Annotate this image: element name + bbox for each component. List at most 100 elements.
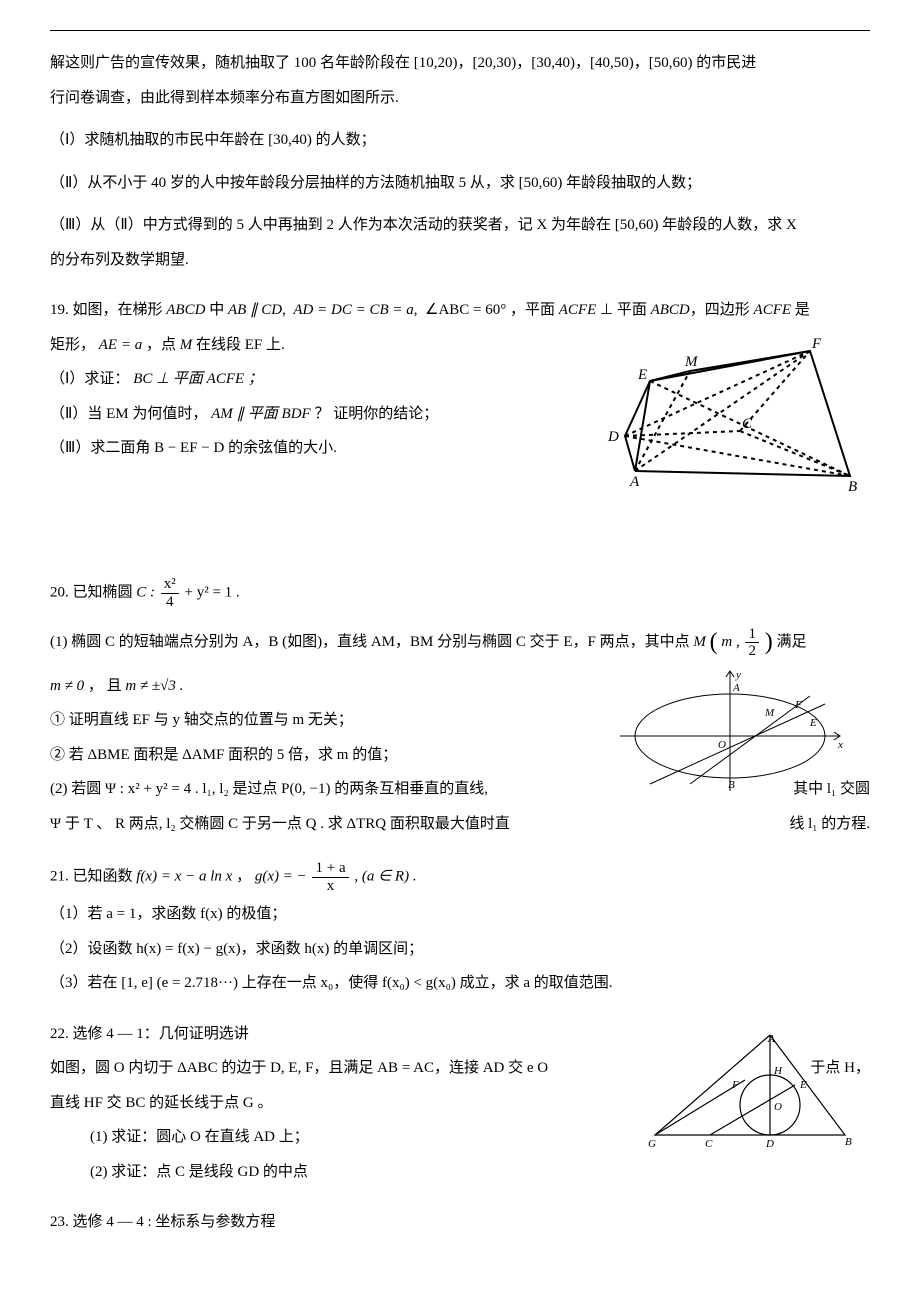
text: 解这则广告的宣传效果，随机抽取了 100 名年龄阶段在 [50, 55, 410, 71]
lblC: C [705, 1138, 713, 1150]
cd: CD [261, 302, 282, 318]
text: （Ⅰ）求证： [50, 371, 129, 387]
text: ，点 [146, 337, 180, 353]
top-rule [50, 30, 870, 31]
comma: ， [236, 869, 255, 885]
right: 线 l₁ 的方程. [789, 810, 870, 839]
lblA: A [629, 474, 640, 490]
text: ， 且 [88, 678, 126, 694]
paren2: ) [765, 629, 773, 655]
q20-p1: (1) 椭圆 C 的短轴端点分别为 A，B (如图)，直线 AM，BM 分别与椭… [50, 620, 870, 666]
q21-p2: （2）设函数 h(x) = f(x) − g(x)，求函数 h(x) 的单调区间… [50, 935, 870, 964]
q22-block: 22. 选修 4 — 1：几何证明选讲 如图，圆 O 内切于 ΔABC 的边于 … [50, 1020, 870, 1187]
p1b: BC ⊥ 平面 ACFE ； [133, 371, 263, 387]
q19-stem-line1: 19. 如图，在梯形 ABCD 中 AB ∥ CD, AD = DC = CB … [50, 296, 870, 325]
den: x [312, 878, 348, 895]
l1a: 如图，圆 O 内切于 ΔABC 的边于 D, E, F，且满足 AB = AC，… [50, 1054, 548, 1083]
lblF: F [811, 336, 822, 352]
lblD: D [607, 429, 619, 445]
text: (1) 椭圆 C 的短轴端点分别为 A，B (如图)，直线 AM，BM 分别与椭… [50, 634, 693, 650]
lblM: M [764, 707, 775, 719]
q19-figure: A B C D E F M [600, 336, 860, 496]
f: f(x) = x − a ln x [136, 869, 232, 885]
lblA: A [767, 1033, 775, 1045]
lblE: E [799, 1079, 807, 1091]
q21-block: 21. 已知函数 f(x) = x − a ln x ， g(x) = − 1 … [50, 860, 870, 998]
c1: m ≠ 0 [50, 678, 84, 694]
text: 满足 [776, 634, 806, 650]
intervals: [10,20)，[20,30)，[30,40)，[40,50)，[50,60) [414, 55, 693, 71]
text: 19. 如图，在梯形 [50, 302, 166, 318]
intro-part3b: 的分布列及数学期望. [50, 246, 870, 275]
lblH: H [773, 1065, 783, 1077]
text: 已知椭圆 [73, 584, 137, 600]
q20-stem: 20. 已知椭圆 C : x² 4 + y² = 1 . [50, 576, 870, 610]
num: x² [161, 576, 179, 594]
den: 4 [161, 594, 179, 611]
acfe1: ACFE [559, 302, 597, 318]
ab: AB [228, 302, 246, 318]
intro-part3a: （Ⅲ）从（Ⅱ）中方式得到的 5 人中再抽到 2 人作为本次活动的获奖者，记 X … [50, 211, 870, 240]
lblF: F [731, 1079, 739, 1091]
q20-figure: A B E F M O x y [610, 666, 850, 796]
lblO: O [774, 1101, 782, 1113]
lblB: B [848, 479, 857, 495]
num: 1 + a [312, 860, 348, 878]
text: 在线段 EF 上. [192, 337, 285, 353]
angle: ∠ABC = 60° [425, 302, 506, 318]
intro-part1: （Ⅰ）求随机抽取的市民中年龄在 [30,40) 的人数； [50, 126, 870, 155]
intro-part2: （Ⅱ）从不小于 40 岁的人中按年龄段分层抽样的方法随机抽取 5 从，求 [50… [50, 169, 870, 198]
paren: ( [710, 629, 718, 655]
g-b: , (a ∈ R) . [354, 869, 416, 885]
g-a: g(x) = − [255, 869, 307, 885]
num: 1 [745, 626, 759, 644]
abcd: ABCD [166, 302, 205, 318]
page: 解这则广告的宣传效果，随机抽取了 100 名年龄阶段在 [10,20)，[20,… [0, 0, 920, 1293]
text: 中 [205, 302, 228, 318]
lblx: x [837, 739, 843, 751]
frac-x24: x² 4 [161, 576, 179, 610]
parallel: ∥ [250, 302, 258, 318]
M: M [693, 634, 706, 650]
eq-rhs: + y² = 1 . [185, 584, 240, 600]
seg-eq: AD = DC = CB = a [293, 302, 413, 318]
q22-p2: (2) 求证：点 C 是线段 GD 的中点 [50, 1158, 870, 1187]
c: C : [136, 584, 155, 600]
q21-p1: （1）若 a = 1，求函数 f(x) 的极值； [50, 900, 870, 929]
lbly: y [735, 669, 741, 681]
ae: AE = a [99, 337, 142, 353]
text: ⊥ 平面 [596, 302, 650, 318]
q22-figure: A B C D E F G H O [640, 1030, 860, 1150]
q21-stem: 21. 已知函数 f(x) = x − a ln x ， g(x) = − 1 … [50, 860, 870, 894]
left: Ψ 于 T 、 R 两点, l₂ 交椭圆 C 于另一点 Q . 求 ΔTRQ 面… [50, 810, 510, 839]
text: （Ⅱ）当 EM 为何值时， [50, 406, 207, 422]
q21-p3: （3）若在 [1, e] (e = 2.718···) 上存在一点 x₀，使得 … [50, 969, 870, 998]
lblF: F [794, 699, 802, 711]
m: M [180, 337, 193, 353]
lblO: O [718, 739, 726, 751]
text: 是 [791, 302, 810, 318]
c2: m ≠ ±√3 . [125, 678, 183, 694]
q20-block: 20. 已知椭圆 C : x² 4 + y² = 1 . (1) 椭圆 C 的短… [50, 576, 870, 838]
text: 矩形， [50, 337, 95, 353]
left: (2) 若圆 Ψ : x² + y² = 4 . l₁, l₂ 是过点 P(0,… [50, 775, 488, 804]
intro-line1: 解这则广告的宣传效果，随机抽取了 100 名年龄阶段在 [10,20)，[20,… [50, 49, 870, 78]
text: 21. 已知函数 [50, 869, 136, 885]
intro-block: 解这则广告的宣传效果，随机抽取了 100 名年龄阶段在 [10,20)，[20,… [50, 49, 870, 274]
text: ？ 证明你的结论； [314, 406, 438, 422]
text: ，四边形 [690, 302, 754, 318]
den: 2 [745, 643, 759, 660]
lblE: E [637, 367, 647, 383]
lblE: E [809, 717, 817, 729]
q19-block: 19. 如图，在梯形 ABCD 中 AB ∥ CD, AD = DC = CB … [50, 296, 870, 496]
lblG: G [648, 1138, 656, 1150]
g-frac: 1 + a x [312, 860, 348, 894]
lblA: A [732, 682, 740, 694]
abcd2: ABCD [651, 302, 690, 318]
lblC: C [742, 416, 753, 432]
lblB: B [845, 1136, 852, 1148]
intro-line2: 行问卷调查，由此得到样本频率分布直方图如图所示. [50, 84, 870, 113]
text: 的市民进 [696, 55, 756, 71]
lblM: M [684, 354, 699, 370]
q23-h: 23. 选修 4 — 4 : 坐标系与参数方程 [50, 1208, 870, 1237]
